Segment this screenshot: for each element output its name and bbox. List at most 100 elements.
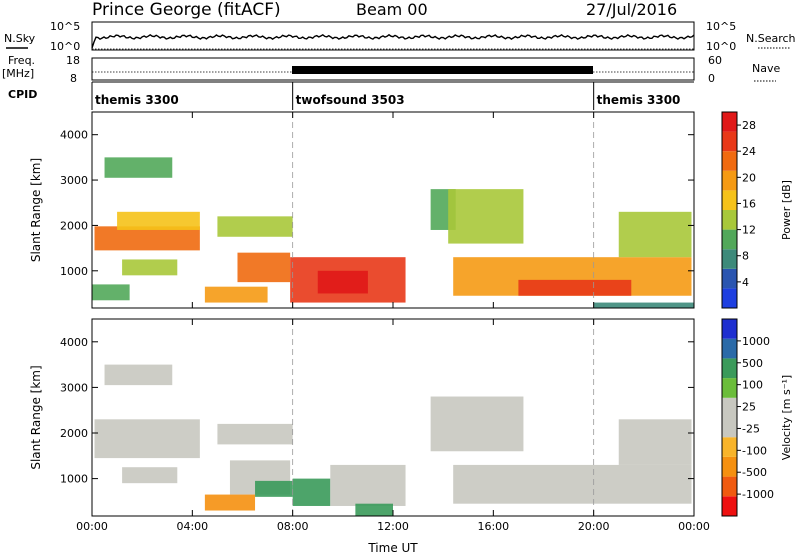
y-axis-label: Slant Range [km] — [29, 158, 43, 262]
data-cell — [292, 478, 331, 506]
data-cell — [104, 364, 173, 386]
nsky-right-tick-top: 10^5 — [706, 20, 736, 33]
data-cell — [94, 419, 200, 459]
colorbar-swatch — [722, 358, 737, 379]
colorbar-swatch — [722, 338, 737, 359]
power-panel: 1000 2000 3000 4000 Slant Range [km] 4 8 12 16 20… — [29, 111, 793, 309]
data-cell — [204, 286, 268, 303]
colorbar-tick-label: -100 — [742, 444, 767, 457]
freq-unit: [MHz] — [2, 67, 34, 80]
data-cell — [355, 503, 393, 516]
y-tick-label: 1000 — [60, 473, 88, 486]
y-tick-label: 1000 — [60, 265, 88, 278]
y-axis-label: Slant Range [km] — [29, 365, 43, 469]
colorbar-swatch — [722, 229, 737, 250]
data-cell — [618, 419, 692, 465]
nsearch-label: N.Search — [746, 32, 796, 45]
colorbar-swatch — [722, 417, 737, 438]
colorbar-tick-label: 12 — [742, 224, 756, 237]
colorbar-swatch — [722, 151, 737, 171]
data-cell — [618, 211, 692, 258]
freq-panel: Freq. [MHz] 18 8 60 0 Nave — [2, 54, 780, 85]
cpid-label: CPID — [8, 88, 37, 101]
colorbar-tick-label: 4 — [742, 276, 749, 289]
nave-tick-bottom: 0 — [708, 72, 715, 85]
freq-tick-top: 18 — [66, 54, 80, 67]
x-tick-label: 08:00 — [277, 520, 309, 533]
nsky-label: N.Sky — [4, 32, 36, 45]
y-tick-label: 3000 — [60, 381, 88, 394]
colorbar-swatch — [722, 170, 737, 191]
data-cell — [430, 396, 524, 452]
colorbar-swatch — [722, 249, 737, 269]
x-tick-label: 20:00 — [578, 520, 610, 533]
colorbar-tick-label: 1000 — [742, 335, 770, 348]
colorbar-tick-label: 24 — [742, 145, 756, 158]
colorbar-swatch — [722, 319, 737, 339]
colorbar-tick-label: -25 — [742, 422, 760, 435]
data-cell — [94, 226, 200, 251]
data-cell — [237, 252, 291, 283]
data-cell — [117, 211, 200, 230]
colorbar-tick-label: -1000 — [742, 488, 774, 501]
x-tick-label: 16:00 — [477, 520, 509, 533]
colorbar-swatch — [722, 288, 737, 308]
colorbar-swatch — [722, 131, 737, 152]
data-cell — [217, 423, 293, 445]
data-cell — [122, 467, 178, 484]
x-axis-label: Time UT — [367, 541, 418, 554]
data-cell — [255, 480, 293, 497]
colorbar-tick-label: 500 — [742, 357, 763, 370]
beam-title: Beam 00 — [356, 0, 428, 19]
colorbar-swatch — [722, 476, 737, 497]
colorbar-tick-label: 20 — [742, 171, 756, 184]
data-cell — [518, 279, 632, 296]
colorbar-label: Power [dB] — [780, 180, 793, 240]
nsky-tick-bottom: 10^0 — [50, 40, 80, 53]
station-title: Prince George (fitACF) — [92, 0, 281, 20]
y-tick-label: 2000 — [60, 427, 88, 440]
cpid-segment-label: twofsound 3503 — [296, 93, 405, 107]
date-title: 27/Jul/2016 — [586, 0, 677, 19]
nsky-trace — [91, 33, 695, 49]
x-tick-label: 00:00 — [678, 520, 710, 533]
nsky-right-tick-bottom: 10^0 — [706, 40, 736, 53]
nave-label: Nave — [752, 62, 780, 75]
data-cell — [330, 464, 406, 506]
data-cell — [217, 216, 293, 237]
x-tick-label: 00:00 — [76, 520, 108, 533]
colorbar-tick-label: 16 — [742, 197, 756, 210]
nsky-tick-top: 10^5 — [50, 20, 80, 33]
cpid-panel: CPID themis 3300 twofsound 3503 themis 330… — [8, 81, 694, 110]
cpid-segment-label: themis 3300 — [95, 93, 179, 107]
nsky-panel: N.Sky 10^5 10^0 10^5 10^0 N.Search — [4, 20, 796, 53]
data-cell — [448, 189, 524, 244]
colorbar-label: Velocity [m s⁻¹] — [780, 375, 793, 460]
nave-block — [292, 66, 593, 74]
colorbar-tick-label: 28 — [742, 119, 756, 132]
colorbar-swatch — [722, 112, 737, 132]
data-cell — [204, 494, 256, 511]
data-cell — [317, 270, 368, 294]
data-cell — [593, 302, 694, 308]
data-cell — [92, 284, 130, 301]
y-tick-label: 4000 — [60, 336, 88, 349]
nave-tick-top: 60 — [708, 54, 722, 67]
colorbar-swatch — [722, 397, 737, 418]
y-tick-label: 4000 — [60, 129, 88, 142]
y-tick-label: 3000 — [60, 174, 88, 187]
colorbar-tick-label: 8 — [742, 250, 749, 263]
velocity-panel: 1000 2000 3000 4000 00:00 04:00 08:00 12:00 16:0… — [29, 318, 793, 533]
colorbar-swatch — [722, 378, 737, 398]
x-tick-label: 04:00 — [176, 520, 208, 533]
data-cell — [104, 157, 173, 178]
colorbar-swatch — [722, 437, 737, 457]
data-cell — [122, 259, 178, 276]
freq-label: Freq. — [8, 54, 35, 67]
colorbar-swatch — [722, 210, 737, 230]
freq-tick-bottom: 8 — [70, 72, 77, 85]
y-tick-label: 2000 — [60, 219, 88, 232]
colorbar-tick-label: -500 — [742, 466, 767, 479]
colorbar-swatch — [722, 268, 737, 289]
